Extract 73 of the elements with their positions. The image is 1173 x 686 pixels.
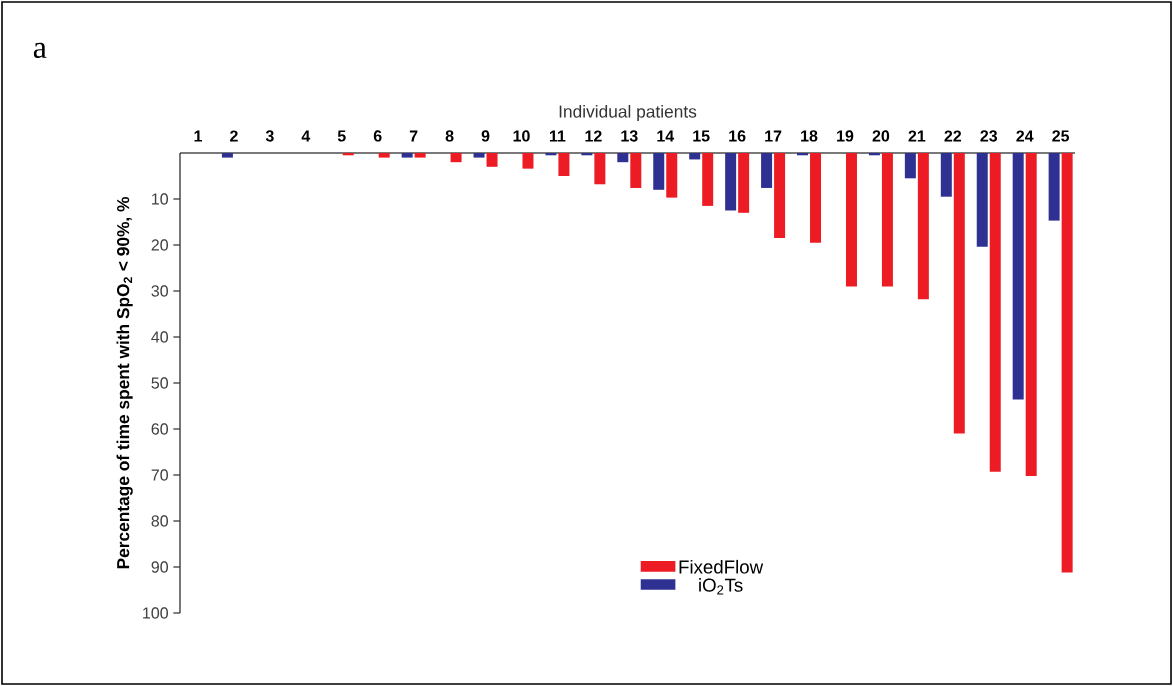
x-tick-label: 11: [549, 130, 566, 142]
bar: [953, 153, 965, 434]
bar: [450, 153, 462, 163]
y-tick-label: 20: [151, 239, 169, 251]
y-tick-label: 60: [151, 423, 169, 435]
x-tick-label: 9: [481, 130, 490, 142]
y-tick-label: 80: [151, 515, 169, 527]
bar: [1012, 153, 1024, 400]
bar: [486, 153, 498, 167]
bar: [1048, 153, 1060, 221]
x-tick-label: 2: [230, 130, 238, 142]
x-tick-label: 18: [801, 130, 818, 142]
bar: [617, 153, 629, 163]
bar: [1025, 153, 1037, 476]
bar: [738, 153, 750, 213]
x-tick-label: 5: [337, 130, 346, 142]
x-tick-label: 25: [1052, 130, 1070, 142]
x-axis-title: Individual patients: [559, 104, 697, 122]
bar: [904, 153, 916, 179]
bar: [594, 153, 606, 185]
x-tick-label: 21: [908, 130, 926, 142]
x-tick-label: 3: [265, 130, 274, 142]
x-tick-label: 4: [301, 130, 311, 142]
bar: [378, 153, 390, 158]
bar: [989, 153, 1001, 472]
x-tick-label: 13: [621, 130, 638, 142]
bar: [940, 153, 952, 197]
x-tick-label: 6: [373, 130, 382, 142]
bar: [666, 153, 678, 198]
y-axis-title: Percentage of time spent with SpO$_{2}$ < 90%, %: [116, 197, 133, 569]
bar: [976, 153, 988, 247]
x-tick-label: 24: [1016, 130, 1034, 142]
bar: [414, 153, 426, 158]
bar: [473, 153, 485, 158]
x-tick-label: 17: [765, 130, 782, 142]
x-tick-label: 23: [980, 130, 998, 142]
x-tick-label: 10: [513, 130, 530, 142]
x-tick-label: 20: [872, 130, 890, 142]
x-tick-label: 15: [693, 130, 710, 142]
y-tick-label: 30: [151, 285, 169, 297]
x-tick-label: 7: [409, 130, 418, 142]
bar: [401, 153, 413, 158]
x-tick-label: 16: [729, 130, 746, 142]
y-tick-label: 100: [143, 607, 168, 619]
bar: [774, 153, 786, 239]
x-tick-label: 1: [194, 130, 202, 142]
x-tick-label: 8: [445, 130, 454, 142]
bar: [689, 153, 701, 160]
bar: [881, 153, 893, 287]
bar: [558, 153, 570, 176]
bar: [1061, 153, 1073, 573]
bar: [845, 153, 857, 287]
x-tick-label: 12: [585, 130, 602, 142]
y-tick-label: 10: [152, 193, 169, 205]
bar: [761, 153, 773, 188]
bar: [810, 153, 822, 243]
y-tick-label: 90: [151, 561, 169, 573]
bar: [725, 153, 737, 211]
bar: [653, 153, 665, 190]
bar: [522, 153, 534, 169]
bar: [702, 153, 714, 206]
legend-label: iO$_{2}$Ts: [699, 578, 743, 595]
x-tick-label: 19: [837, 130, 854, 142]
bar: [221, 153, 233, 158]
bar: [917, 153, 929, 300]
y-tick-label: 40: [151, 331, 169, 343]
x-tick-label: 22: [944, 130, 962, 142]
x-tick-label: 14: [657, 130, 675, 142]
text: a: [33, 42, 47, 59]
y-tick-label: 70: [151, 469, 169, 481]
legend-label: FixedFlow: [679, 559, 764, 574]
y-tick-label: 50: [151, 377, 169, 389]
bar: [630, 153, 642, 188]
